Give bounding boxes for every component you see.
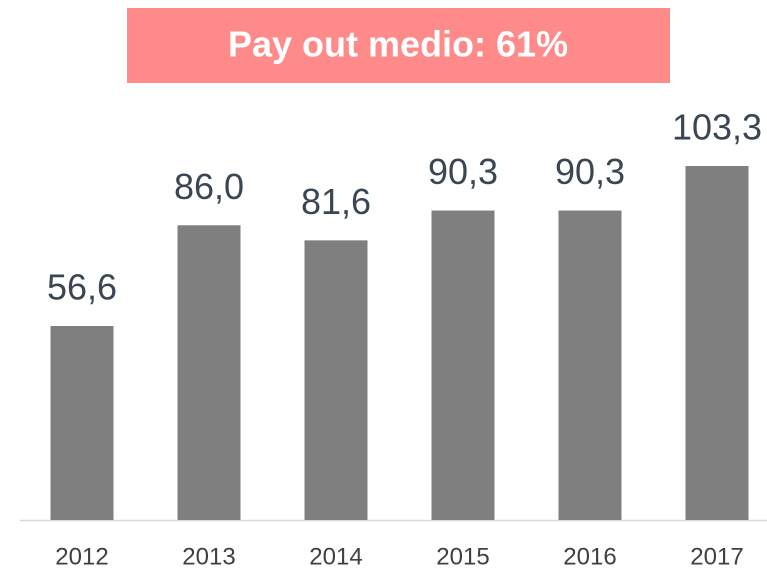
bar xyxy=(685,165,749,520)
x-tick-label: 2012 xyxy=(55,543,108,570)
x-tick-label: 2016 xyxy=(563,543,616,570)
x-tick-label: 2017 xyxy=(690,543,743,570)
bar xyxy=(177,225,241,520)
bar xyxy=(558,210,622,520)
bar xyxy=(304,240,368,520)
bar xyxy=(50,326,114,520)
x-tick-label: 2013 xyxy=(182,543,235,570)
bar xyxy=(431,210,495,520)
x-tick-label: 2014 xyxy=(309,543,362,570)
chart-title: Pay out medio: 61% xyxy=(228,24,568,65)
title-box xyxy=(127,8,670,83)
data-label: 81,6 xyxy=(301,181,371,222)
data-label: 86,0 xyxy=(174,166,244,207)
data-label: 90,3 xyxy=(555,151,625,192)
data-label: 56,6 xyxy=(47,267,117,308)
data-label: 103,3 xyxy=(672,107,762,148)
x-tick-label: 2015 xyxy=(436,543,489,570)
data-label: 90,3 xyxy=(428,151,498,192)
